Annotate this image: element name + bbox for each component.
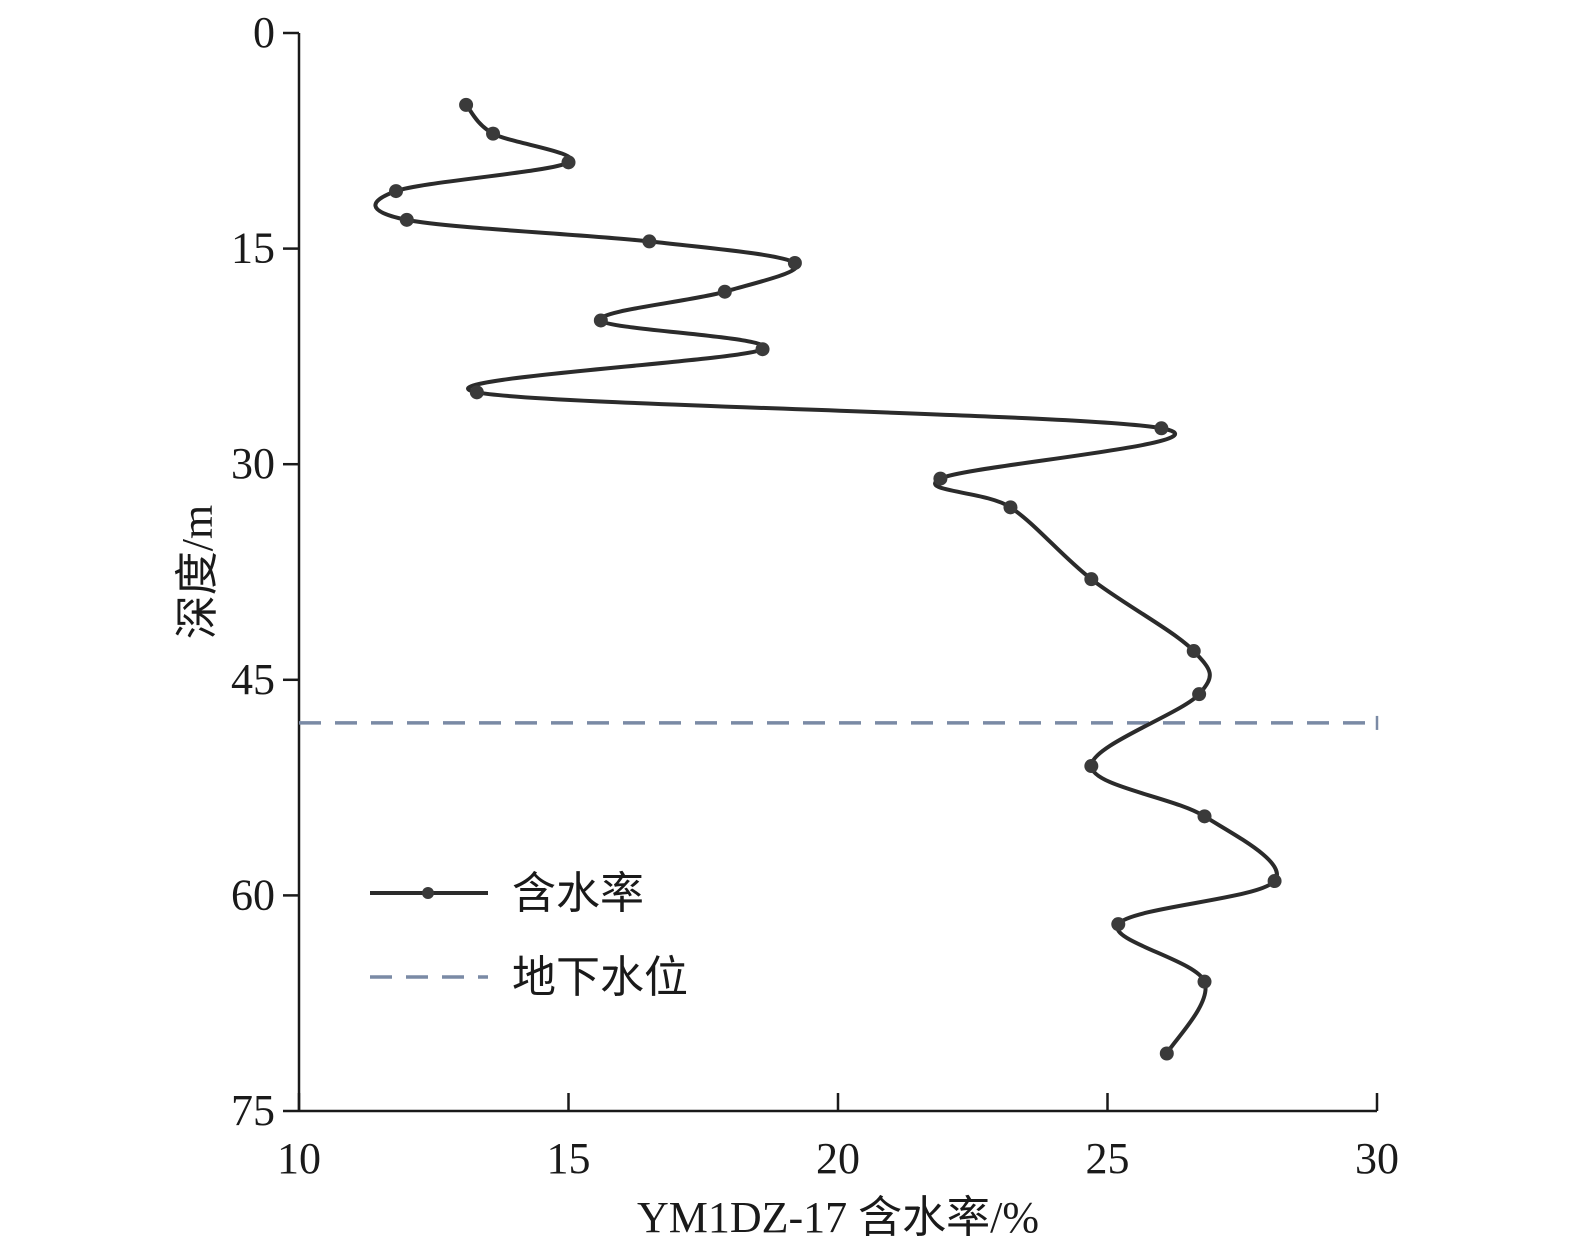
moisture-point: [1267, 874, 1282, 889]
moisture-point: [1159, 1046, 1174, 1061]
moisture-point: [755, 342, 770, 357]
legend: 含水率 地下水位: [370, 869, 688, 1002]
moisture-point: [1003, 500, 1018, 515]
moisture-point: [642, 234, 657, 249]
x-tick-label: 10: [277, 1134, 321, 1183]
moisture-point: [399, 212, 414, 227]
moisture-point: [1186, 644, 1201, 659]
moisture-point: [1192, 687, 1207, 702]
moisture-point: [1197, 974, 1212, 989]
moisture-point: [933, 471, 948, 486]
series-layer: [299, 97, 1379, 1061]
legend-moisture-marker: [422, 887, 434, 899]
moisture-point: [459, 97, 474, 112]
moisture-point: [1197, 809, 1212, 824]
moisture-point: [469, 385, 484, 400]
moisture-point: [787, 255, 802, 270]
x-tick-label: 30: [1355, 1134, 1399, 1183]
y-tick-label: 30: [231, 439, 275, 488]
moisture-point: [1154, 421, 1169, 436]
y-tick-label: 60: [231, 870, 275, 919]
moisture-point: [593, 313, 608, 328]
legend-water-table-label: 地下水位: [512, 953, 688, 1002]
y-tick-label: 45: [231, 655, 275, 704]
moisture-point: [717, 284, 732, 299]
y-tick-label: 15: [231, 224, 275, 273]
legend-moisture-label: 含水率: [512, 869, 644, 918]
moisture-point: [389, 184, 404, 199]
x-tick-label: 20: [816, 1134, 860, 1183]
moisture-point: [1084, 572, 1099, 587]
moisture-point: [561, 155, 576, 170]
y-tick-label: 75: [231, 1086, 275, 1135]
moisture-point: [486, 126, 501, 141]
x-axis-title: YM1DZ-17 含水率/%: [637, 1193, 1039, 1242]
y-axis-title: 深度/m: [173, 505, 222, 639]
moisture-line: [373, 103, 1279, 1055]
x-tick-label: 25: [1086, 1134, 1130, 1183]
moisture-point: [1111, 917, 1126, 932]
x-tick-label: 15: [547, 1134, 591, 1183]
moisture-point: [1084, 759, 1099, 774]
y-tick-label: 0: [253, 8, 275, 57]
